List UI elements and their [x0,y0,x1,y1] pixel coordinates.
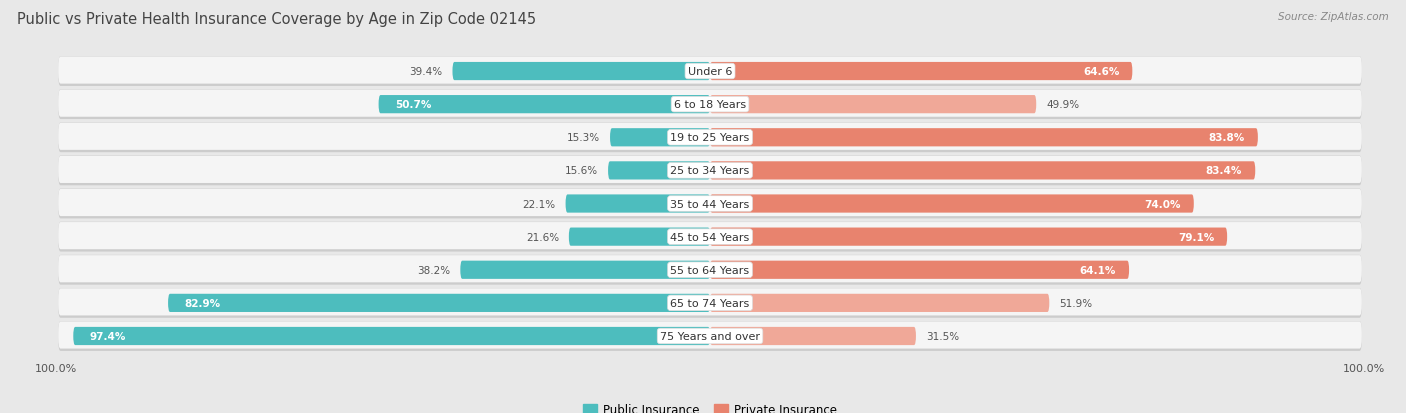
FancyBboxPatch shape [58,322,1362,349]
FancyBboxPatch shape [710,327,915,345]
FancyBboxPatch shape [58,190,1362,216]
FancyBboxPatch shape [460,261,710,279]
FancyBboxPatch shape [710,195,1194,213]
FancyBboxPatch shape [73,327,710,345]
FancyBboxPatch shape [58,223,1362,249]
FancyBboxPatch shape [58,256,1362,282]
Legend: Public Insurance, Private Insurance: Public Insurance, Private Insurance [578,398,842,413]
Text: 79.1%: 79.1% [1178,232,1215,242]
FancyBboxPatch shape [58,321,1362,351]
FancyBboxPatch shape [610,129,710,147]
FancyBboxPatch shape [58,57,1362,87]
Text: 83.8%: 83.8% [1209,133,1244,143]
FancyBboxPatch shape [710,162,1256,180]
Text: 65 to 74 Years: 65 to 74 Years [671,298,749,308]
Text: 15.6%: 15.6% [565,166,598,176]
Text: 74.0%: 74.0% [1144,199,1181,209]
FancyBboxPatch shape [569,228,710,246]
Text: 64.6%: 64.6% [1083,67,1119,77]
FancyBboxPatch shape [607,162,710,180]
Text: 97.4%: 97.4% [90,331,127,341]
FancyBboxPatch shape [169,294,710,312]
Text: 51.9%: 51.9% [1059,298,1092,308]
Text: 6 to 18 Years: 6 to 18 Years [673,100,747,110]
Text: 50.7%: 50.7% [395,100,432,110]
Text: 31.5%: 31.5% [925,331,959,341]
Text: 75 Years and over: 75 Years and over [659,331,761,341]
FancyBboxPatch shape [58,222,1362,252]
FancyBboxPatch shape [710,129,1258,147]
FancyBboxPatch shape [58,57,1362,84]
Text: 21.6%: 21.6% [526,232,560,242]
Text: 35 to 44 Years: 35 to 44 Years [671,199,749,209]
Text: 38.2%: 38.2% [418,265,450,275]
FancyBboxPatch shape [58,123,1362,153]
FancyBboxPatch shape [710,63,1132,81]
FancyBboxPatch shape [58,90,1362,117]
Text: 82.9%: 82.9% [184,298,221,308]
Text: 19 to 25 Years: 19 to 25 Years [671,133,749,143]
Text: Under 6: Under 6 [688,67,733,77]
Text: 25 to 34 Years: 25 to 34 Years [671,166,749,176]
FancyBboxPatch shape [58,123,1362,150]
Text: 55 to 64 Years: 55 to 64 Years [671,265,749,275]
Text: 39.4%: 39.4% [409,67,443,77]
FancyBboxPatch shape [378,96,710,114]
Text: Source: ZipAtlas.com: Source: ZipAtlas.com [1278,12,1389,22]
FancyBboxPatch shape [710,294,1049,312]
Text: 64.1%: 64.1% [1080,265,1116,275]
FancyBboxPatch shape [58,157,1362,183]
FancyBboxPatch shape [710,261,1129,279]
FancyBboxPatch shape [710,228,1227,246]
Text: 49.9%: 49.9% [1046,100,1080,110]
FancyBboxPatch shape [58,90,1362,120]
FancyBboxPatch shape [58,255,1362,285]
Text: 15.3%: 15.3% [567,133,600,143]
FancyBboxPatch shape [58,288,1362,318]
FancyBboxPatch shape [58,189,1362,219]
FancyBboxPatch shape [453,63,710,81]
FancyBboxPatch shape [565,195,710,213]
Text: 45 to 54 Years: 45 to 54 Years [671,232,749,242]
Text: Public vs Private Health Insurance Coverage by Age in Zip Code 02145: Public vs Private Health Insurance Cover… [17,12,536,27]
FancyBboxPatch shape [710,96,1036,114]
FancyBboxPatch shape [58,289,1362,316]
Text: 22.1%: 22.1% [523,199,555,209]
FancyBboxPatch shape [58,156,1362,186]
Text: 83.4%: 83.4% [1206,166,1243,176]
